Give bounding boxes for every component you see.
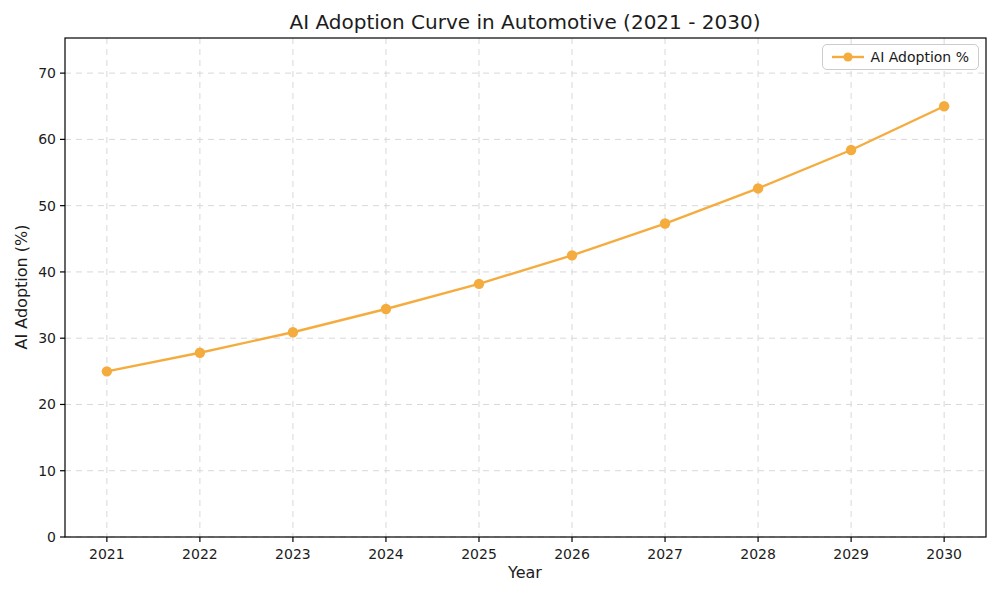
- x-tick-label: 2023: [275, 546, 311, 562]
- legend-line-marker-icon: [832, 50, 864, 64]
- data-point-marker: [381, 304, 391, 314]
- x-tick-label: 2026: [554, 546, 590, 562]
- y-tick-label: 0: [47, 529, 56, 545]
- y-tick-label: 20: [38, 396, 56, 412]
- data-point-marker: [846, 145, 856, 155]
- x-tick-label: 2021: [89, 546, 125, 562]
- x-tick-label: 2029: [833, 546, 869, 562]
- y-tick-label: 40: [38, 264, 56, 280]
- x-tick-label: 2022: [182, 546, 218, 562]
- x-tick-label: 2030: [926, 546, 962, 562]
- data-point-marker: [474, 279, 484, 289]
- data-point-marker: [753, 183, 763, 193]
- data-point-marker: [195, 348, 205, 358]
- data-line: [107, 106, 944, 371]
- plot-border: [65, 38, 986, 537]
- x-tick-label: 2028: [740, 546, 776, 562]
- y-tick-label: 70: [38, 65, 56, 81]
- y-tick-label: 50: [38, 198, 56, 214]
- legend-label: AI Adoption %: [871, 49, 969, 65]
- x-tick-label: 2024: [368, 546, 404, 562]
- y-tick-label: 30: [38, 330, 56, 346]
- x-tick-label: 2027: [647, 546, 683, 562]
- data-point-marker: [288, 327, 298, 337]
- y-tick-label: 10: [38, 463, 56, 479]
- data-point-marker: [660, 218, 670, 228]
- x-tick-label: 2025: [461, 546, 497, 562]
- data-point-marker: [939, 101, 949, 111]
- data-point-marker: [567, 250, 577, 260]
- legend: AI Adoption %: [822, 44, 979, 70]
- y-tick-label: 60: [38, 131, 56, 147]
- data-point-marker: [102, 366, 112, 376]
- plot-area: 2021202220232024202520262027202820292030…: [0, 0, 1000, 600]
- chart-figure: AI Adoption Curve in Automotive (2021 - …: [0, 0, 1000, 600]
